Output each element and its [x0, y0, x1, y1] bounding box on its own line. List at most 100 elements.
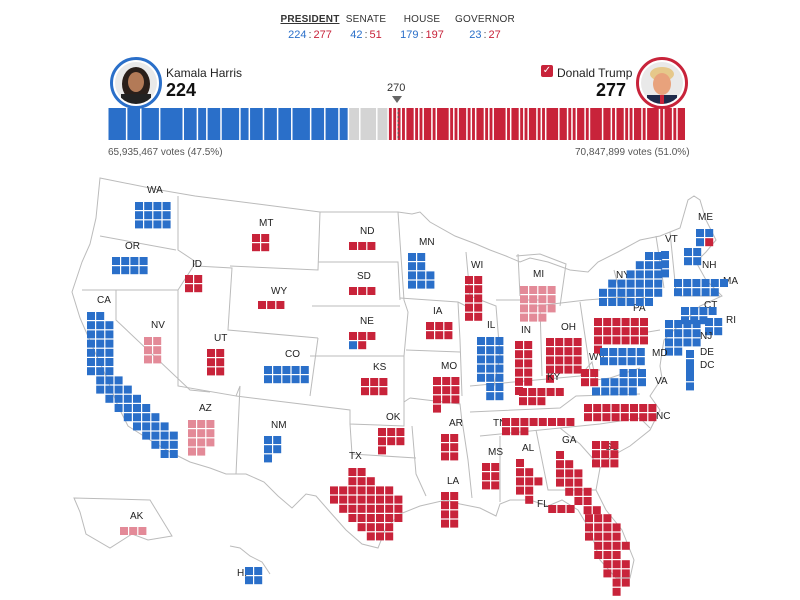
- electoral-vote-tile: [441, 510, 449, 519]
- state-hi[interactable]: HI: [237, 567, 263, 585]
- electoral-vote-tile: [636, 357, 645, 366]
- electoral-vote-tile: [133, 413, 141, 422]
- state-ky[interactable]: KY: [519, 372, 564, 406]
- electoral-vote-tile: [376, 504, 384, 513]
- state-wv[interactable]: WV: [581, 352, 605, 387]
- state-sc[interactable]: SC: [592, 441, 619, 468]
- state-ia[interactable]: IA: [426, 306, 453, 340]
- state-va[interactable]: VA: [592, 369, 668, 396]
- tab-president-dem: 224: [288, 29, 307, 41]
- state-il[interactable]: IL: [477, 320, 504, 401]
- state-ga[interactable]: GA: [556, 435, 601, 515]
- state-me[interactable]: ME: [696, 212, 713, 247]
- state-mo[interactable]: MO: [433, 361, 460, 413]
- state-ut[interactable]: UT: [207, 333, 227, 376]
- state-label: CA: [97, 295, 111, 306]
- electoral-vote-tile: [547, 304, 556, 313]
- state-ar[interactable]: AR: [441, 418, 463, 461]
- electoral-vote-tile: [630, 336, 639, 345]
- state-wa[interactable]: WA: [135, 185, 171, 229]
- state-oh[interactable]: OH: [546, 322, 582, 383]
- state-vt[interactable]: VT: [661, 234, 678, 278]
- harris-name: Kamala Harris: [166, 66, 243, 80]
- tab-governor[interactable]: GOVERNOR 23:27: [440, 14, 530, 41]
- state-tx[interactable]: TX: [330, 451, 403, 541]
- state-or[interactable]: OR: [112, 241, 148, 275]
- state-mi[interactable]: MI: [520, 269, 556, 322]
- electoral-vote-tile: [548, 505, 557, 513]
- electoral-vote-tile: [520, 295, 528, 304]
- electoral-vote-tile: [516, 486, 524, 495]
- state-nm[interactable]: NM: [264, 420, 287, 463]
- electoral-vote-tile: [654, 252, 663, 260]
- electoral-vote-tile: [603, 514, 612, 523]
- electoral-vote-tile: [555, 347, 564, 356]
- electoral-vote-tile: [626, 279, 635, 288]
- electoral-vote-tile: [621, 569, 630, 578]
- state-la[interactable]: LA: [441, 476, 460, 528]
- state-ny[interactable]: NY: [599, 252, 663, 306]
- state-ne[interactable]: NE: [349, 316, 376, 350]
- state-ks[interactable]: KS: [361, 362, 388, 396]
- tab-house[interactable]: HOUSE 179:197: [377, 14, 467, 41]
- bar-segment-rep: [612, 108, 615, 140]
- electoral-vote-tile: [610, 441, 619, 449]
- state-dc[interactable]: DC: [686, 360, 714, 391]
- electoral-vote-tile: [556, 478, 564, 487]
- state-ma[interactable]: MA: [674, 276, 738, 297]
- state-co[interactable]: CO: [264, 349, 309, 384]
- electoral-vote-tile: [701, 288, 710, 297]
- tab-president[interactable]: PRESIDENT 224:277: [265, 14, 355, 41]
- state-de[interactable]: DE: [686, 347, 714, 377]
- electoral-vote-tile: [491, 472, 500, 481]
- state-ms[interactable]: MS: [482, 447, 503, 490]
- state-ct[interactable]: CT: [681, 300, 717, 325]
- electoral-vote-tile: [151, 440, 160, 449]
- state-ri[interactable]: RI: [705, 315, 736, 336]
- electoral-vote-tile: [442, 386, 451, 395]
- state-nc[interactable]: NC: [584, 404, 670, 422]
- tab-senate[interactable]: SENATE 42:51: [321, 14, 411, 41]
- electoral-vote-tile: [433, 395, 441, 404]
- electoral-vote-tile: [592, 441, 600, 449]
- electoral-vote-tile: [435, 322, 444, 330]
- electoral-vote-tile: [610, 387, 619, 396]
- electoral-vote-tile: [379, 378, 388, 386]
- state-label: FL: [537, 499, 549, 510]
- electoral-vote-tile: [477, 355, 485, 364]
- state-ca[interactable]: CA: [87, 295, 178, 458]
- bar-segment-rep: [542, 108, 545, 140]
- threshold-marker-icon: [392, 96, 402, 103]
- bar-segment-dem: [278, 108, 292, 140]
- state-nv[interactable]: NV: [144, 320, 165, 364]
- electoral-vote-tile: [537, 397, 546, 406]
- electoral-vote-tile: [573, 347, 582, 356]
- state-mn[interactable]: MN: [408, 237, 435, 289]
- state-ak[interactable]: AK: [120, 511, 147, 535]
- electoral-vote-tile: [441, 519, 449, 528]
- state-nh[interactable]: NH: [684, 248, 716, 271]
- state-in[interactable]: IN: [515, 325, 533, 395]
- electoral-vote-tile: [185, 275, 193, 283]
- state-ok[interactable]: OK: [378, 412, 405, 455]
- state-sd[interactable]: SD: [349, 271, 376, 295]
- state-tn[interactable]: TN: [493, 418, 575, 436]
- state-az[interactable]: AZ: [188, 403, 215, 456]
- state-al[interactable]: AL: [516, 443, 543, 504]
- electoral-vote-tile: [129, 527, 138, 535]
- electoral-vote-tile: [139, 266, 148, 275]
- state-nd[interactable]: ND: [349, 226, 376, 250]
- state-nj[interactable]: NJ: [665, 320, 712, 356]
- state-id[interactable]: ID: [185, 259, 203, 293]
- state-wy[interactable]: WY: [258, 286, 287, 309]
- state-mt[interactable]: MT: [252, 218, 273, 252]
- electoral-vote-tile: [87, 339, 95, 348]
- electoral-vote-tile: [599, 298, 607, 306]
- state-wi[interactable]: WI: [465, 260, 483, 321]
- electoral-vote-tile: [153, 355, 162, 364]
- electoral-vote-tile: [394, 514, 403, 522]
- state-md[interactable]: MD: [600, 348, 668, 366]
- state-fl[interactable]: FL: [537, 499, 630, 596]
- state-pa[interactable]: PA: [594, 303, 648, 354]
- electoral-vote-tile: [690, 307, 699, 315]
